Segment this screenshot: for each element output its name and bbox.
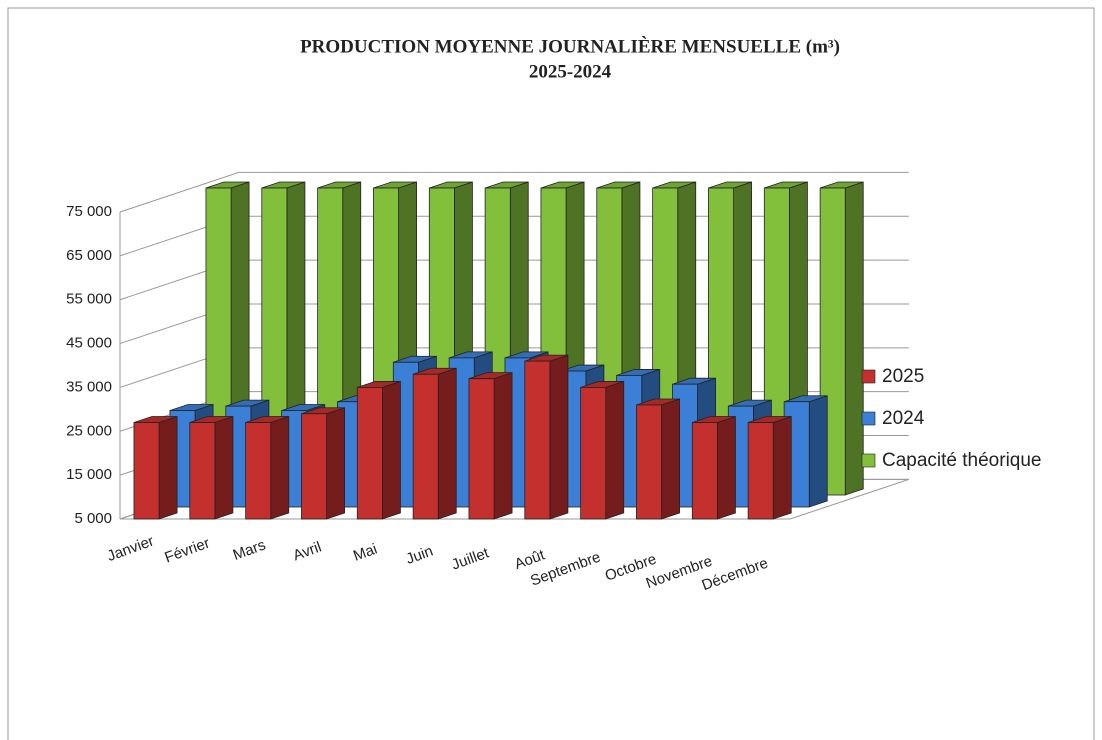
legend-label: 2024 bbox=[882, 408, 925, 429]
y-tick-label: 15 000 bbox=[66, 466, 112, 483]
grid-line bbox=[119, 171, 909, 213]
legend-label: 2025 bbox=[882, 366, 924, 387]
bar-side bbox=[605, 380, 625, 520]
bar bbox=[245, 422, 272, 520]
y-tick-label: 5 000 bbox=[74, 510, 112, 527]
bar-side bbox=[214, 415, 234, 520]
frame bbox=[7, 7, 1095, 740]
chart-title: PRODUCTION MOYENNE JOURNALIÈRE MENSUELLE… bbox=[300, 35, 840, 57]
legend-swatch bbox=[861, 453, 876, 468]
bar-side bbox=[717, 415, 736, 520]
bar bbox=[301, 413, 327, 520]
x-tick-label: Février bbox=[162, 535, 212, 567]
x-tick-label: Mars bbox=[231, 537, 268, 564]
x-tick-label: Juillet bbox=[449, 544, 492, 573]
bar bbox=[580, 387, 607, 520]
bar bbox=[133, 422, 160, 520]
y-tick-label: 35 000 bbox=[66, 378, 112, 395]
bar-side bbox=[326, 407, 345, 520]
bar bbox=[524, 360, 551, 520]
bar-side bbox=[808, 395, 828, 508]
x-tick-label: Juin bbox=[404, 543, 436, 568]
bar-side bbox=[772, 415, 792, 520]
bar bbox=[412, 373, 439, 520]
bar-side bbox=[382, 380, 401, 520]
legend-swatch bbox=[861, 369, 876, 384]
y-tick-label: 65 000 bbox=[66, 247, 112, 264]
bar-side bbox=[270, 415, 290, 520]
y-tick-label: 75 000 bbox=[66, 203, 112, 220]
y-tick-label: 45 000 bbox=[66, 335, 112, 352]
bar-side bbox=[661, 398, 680, 520]
bar bbox=[356, 387, 383, 520]
bar bbox=[636, 404, 662, 520]
x-tick-label: Janvier bbox=[105, 533, 156, 566]
chart-subtitle: 2025-2024 bbox=[529, 61, 612, 82]
bar bbox=[691, 422, 718, 520]
bar-side bbox=[437, 367, 457, 520]
bar-side bbox=[493, 372, 513, 520]
legend-swatch bbox=[861, 411, 876, 426]
bar bbox=[468, 378, 495, 520]
x-tick-label: Mai bbox=[351, 541, 380, 565]
y-tick-label: 25 000 bbox=[66, 422, 112, 439]
bar bbox=[189, 422, 216, 520]
bar bbox=[747, 422, 774, 520]
legend-label: Capacité théorique bbox=[882, 450, 1042, 471]
bar-side bbox=[844, 181, 864, 496]
y-tick-label: 55 000 bbox=[66, 291, 112, 308]
x-tick-label: Avril bbox=[291, 539, 324, 565]
bar-side bbox=[549, 354, 569, 520]
bar-side bbox=[158, 415, 178, 520]
